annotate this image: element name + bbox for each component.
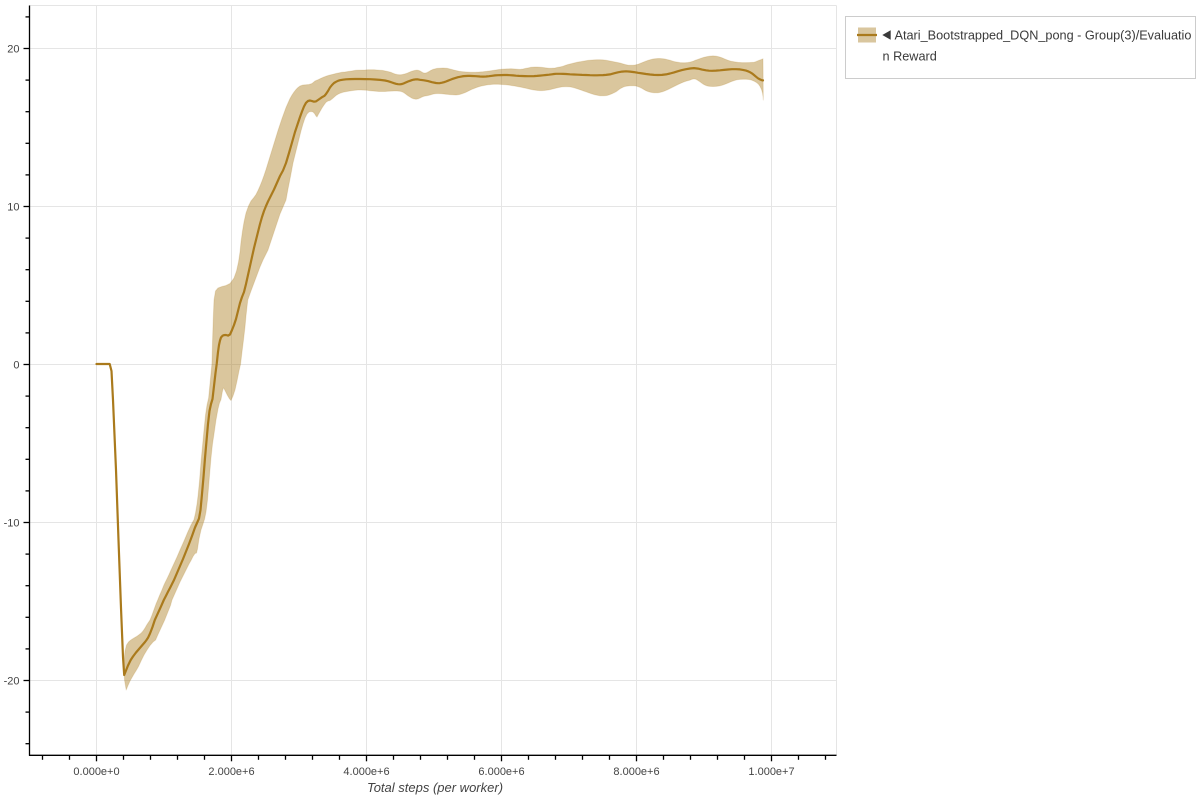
svg-text:Total steps (per worker): Total steps (per worker): [367, 780, 503, 795]
svg-text:-10: -10: [4, 517, 20, 529]
svg-text:10: 10: [7, 201, 19, 213]
svg-text:0: 0: [13, 359, 19, 371]
svg-text:1.000e+7: 1.000e+7: [748, 766, 794, 778]
svg-text:8.000e+6: 8.000e+6: [613, 766, 659, 778]
svg-text:n Reward: n Reward: [883, 50, 937, 64]
svg-text:Atari_Bootstrapped_DQN_pong -: Atari_Bootstrapped_DQN_pong - Group(3)/E…: [895, 29, 1192, 43]
svg-text:-20: -20: [4, 675, 20, 687]
svg-text:20: 20: [7, 43, 19, 55]
svg-text:0.000e+0: 0.000e+0: [73, 766, 119, 778]
svg-text:2.000e+6: 2.000e+6: [208, 766, 254, 778]
svg-text:4.000e+6: 4.000e+6: [343, 766, 389, 778]
svg-text:6.000e+6: 6.000e+6: [478, 766, 524, 778]
